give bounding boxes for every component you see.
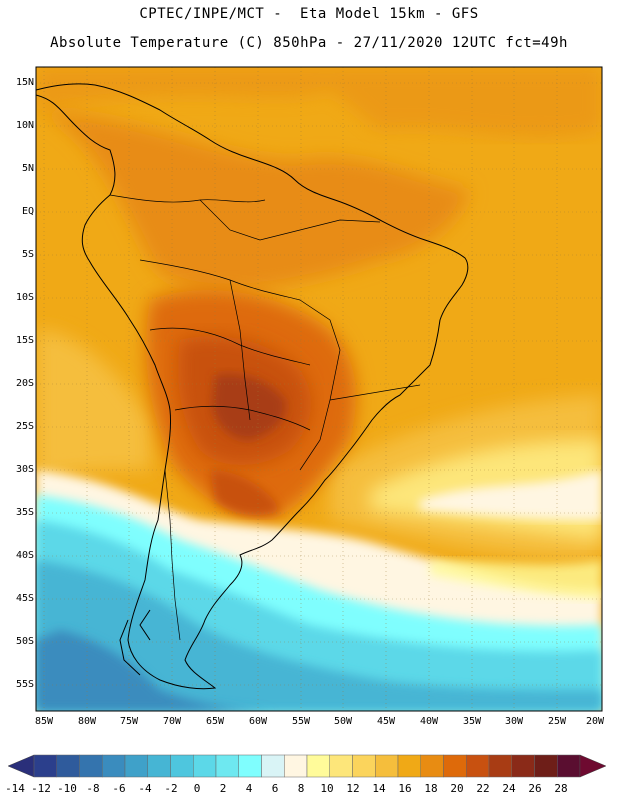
colorbar-label: -6 xyxy=(112,782,126,795)
colorbar-label: 26 xyxy=(528,782,542,795)
map-title: CPTEC/INPE/MCT - Eta Model 15km - GFS xyxy=(139,6,479,22)
colorbar-swatch xyxy=(466,754,490,778)
lat-tick: 15N xyxy=(15,77,34,88)
lat-tick: 10N xyxy=(15,120,34,131)
lon-tick: 35W xyxy=(462,716,482,727)
colorbar-swatch xyxy=(557,754,581,778)
lat-tick: EQ xyxy=(21,206,34,217)
colorbar-over-arrow xyxy=(579,754,607,778)
lat-tick: 5N xyxy=(21,163,34,174)
lon-tick: 75W xyxy=(119,716,139,727)
colorbar-swatch xyxy=(215,754,239,778)
lon-tick: 60W xyxy=(248,716,268,727)
lat-tick: 10S xyxy=(15,292,34,303)
grid-lines xyxy=(36,67,602,711)
plot-frame xyxy=(35,66,603,712)
country-borders xyxy=(109,194,421,641)
lon-tick: 30W xyxy=(504,716,524,727)
lat-tick: 35S xyxy=(15,507,34,518)
temperature-field xyxy=(36,67,602,711)
lon-tick: 70W xyxy=(162,716,182,727)
lat-tick: 20S xyxy=(15,378,34,389)
colorbar-swatch xyxy=(238,754,262,778)
lon-tick: 55W xyxy=(291,716,311,727)
colorbar-swatch xyxy=(56,754,80,778)
colorbar-label: 10 xyxy=(320,782,334,795)
lon-tick: 80W xyxy=(77,716,97,727)
colorbar-swatch xyxy=(420,754,444,778)
colorbar-label: 12 xyxy=(346,782,360,795)
colorbar-swatch xyxy=(397,754,421,778)
colorbar xyxy=(7,754,607,778)
lon-tick: 40W xyxy=(419,716,439,727)
lon-tick: 20W xyxy=(585,716,605,727)
colorbar-label: 22 xyxy=(476,782,490,795)
colorbar-swatch xyxy=(170,754,194,778)
colorbar-label: -12 xyxy=(31,782,51,795)
lat-tick: 45S xyxy=(15,593,34,604)
colorbar-swatch xyxy=(124,754,148,778)
map-subtitle: Absolute Temperature (C) 850hPa - 27/11/… xyxy=(50,35,568,51)
colorbar-swatch xyxy=(488,754,512,778)
colorbar-label: 0 xyxy=(193,782,201,795)
colorbar-label: 24 xyxy=(502,782,516,795)
colorbar-label: 20 xyxy=(450,782,464,795)
colorbar-swatch xyxy=(352,754,376,778)
colorbar-label: -2 xyxy=(164,782,178,795)
lon-tick: 25W xyxy=(547,716,567,727)
lat-tick: 15S xyxy=(15,335,34,346)
colorbar-swatch xyxy=(147,754,171,778)
colorbar-label: 18 xyxy=(424,782,438,795)
colorbar-swatch xyxy=(534,754,558,778)
colorbar-swatch xyxy=(443,754,467,778)
colorbar-under-arrow xyxy=(7,754,35,778)
lon-tick: 85W xyxy=(34,716,54,727)
lat-tick: 25S xyxy=(15,421,34,432)
colorbar-swatch xyxy=(193,754,217,778)
lon-tick: 65W xyxy=(205,716,225,727)
colorbar-swatch xyxy=(306,754,330,778)
coastline xyxy=(36,83,469,690)
lon-tick: 45W xyxy=(376,716,396,727)
colorbar-swatch xyxy=(375,754,399,778)
colorbar-swatch xyxy=(79,754,103,778)
colorbar-label: -4 xyxy=(138,782,152,795)
colorbar-label: -14 xyxy=(5,782,25,795)
lat-tick: 55S xyxy=(15,679,34,690)
colorbar-swatch xyxy=(329,754,353,778)
colorbar-swatch xyxy=(284,754,308,778)
colorbar-swatch xyxy=(33,754,57,778)
lat-tick: 30S xyxy=(15,464,34,475)
colorbar-label: 6 xyxy=(271,782,279,795)
colorbar-label: 14 xyxy=(372,782,386,795)
colorbar-label: 4 xyxy=(245,782,253,795)
colorbar-label: 8 xyxy=(297,782,305,795)
lon-tick: 50W xyxy=(333,716,353,727)
lat-tick: 5S xyxy=(21,249,34,260)
colorbar-label: 16 xyxy=(398,782,412,795)
lat-tick: 50S xyxy=(15,636,34,647)
lat-tick: 40S xyxy=(15,550,34,561)
colorbar-label: -8 xyxy=(86,782,100,795)
colorbar-label: -10 xyxy=(57,782,77,795)
colorbar-swatch xyxy=(261,754,285,778)
colorbar-label: 2 xyxy=(219,782,227,795)
colorbar-swatch xyxy=(102,754,126,778)
colorbar-swatch xyxy=(511,754,535,778)
colorbar-label: 28 xyxy=(554,782,568,795)
